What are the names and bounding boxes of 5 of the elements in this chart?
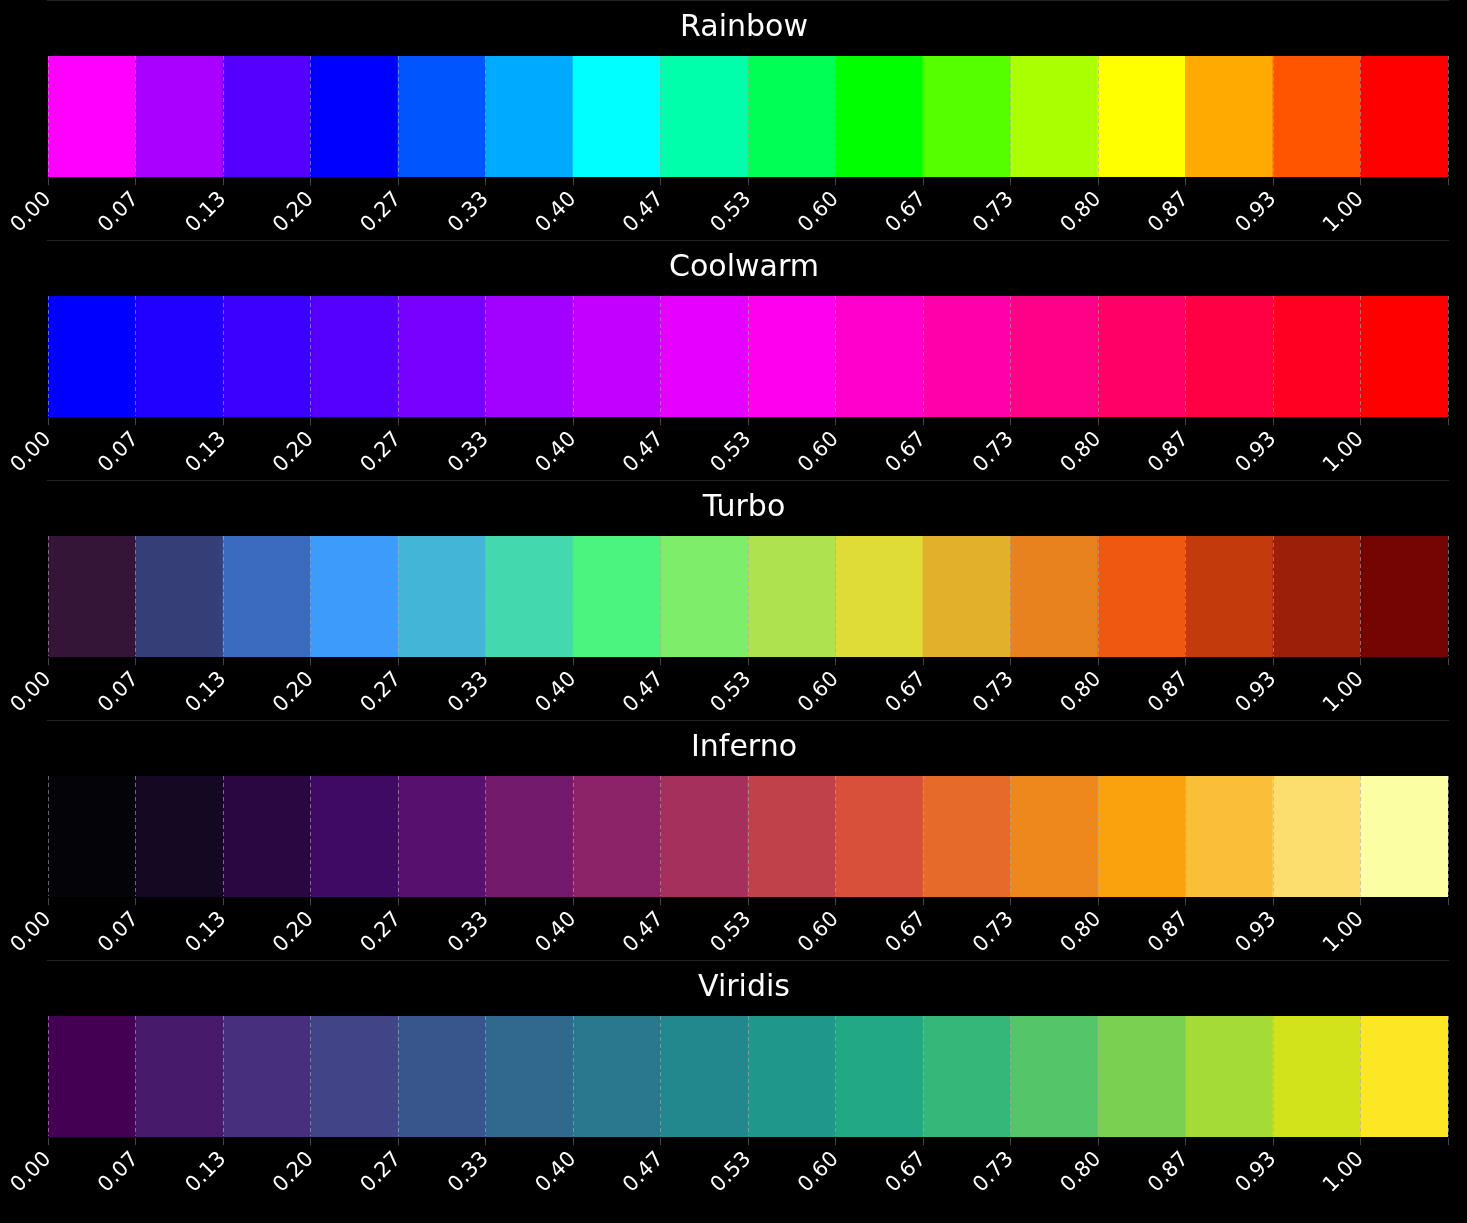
- chart-title: Viridis: [698, 967, 790, 1003]
- chart-title: Inferno: [690, 727, 798, 763]
- chart-title: Rainbow: [680, 7, 808, 43]
- chart-title: Turbo: [701, 487, 786, 523]
- chart-title: Coolwarm: [669, 247, 819, 283]
